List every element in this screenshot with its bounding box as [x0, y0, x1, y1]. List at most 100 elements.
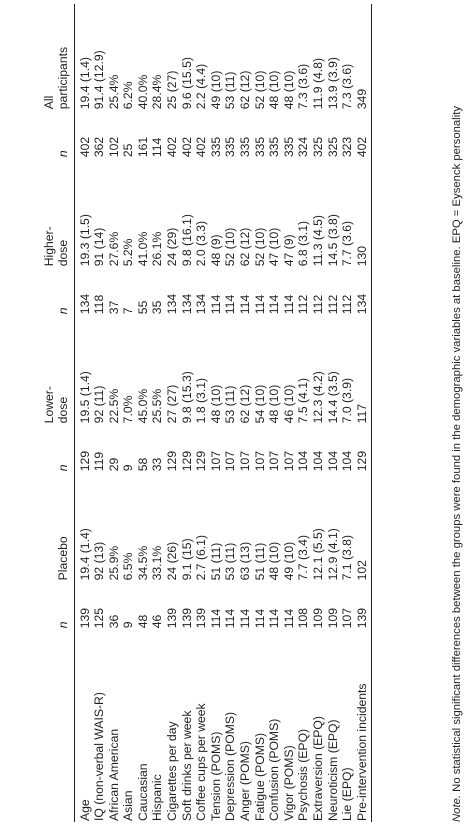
cell-n4: 324 — [296, 136, 311, 158]
cell-higher: 52 (10) — [252, 227, 267, 267]
cell-all: 28.4% — [150, 74, 165, 110]
cell-all: 52 (10) — [252, 70, 267, 110]
note-text: No statistical significant differences b… — [451, 106, 463, 795]
cell-n2: 104 — [325, 450, 340, 472]
cell-higher: 11.3 (4.5) — [311, 215, 325, 267]
cell-lower: 48 (10) — [267, 384, 282, 424]
cell-n3: 37 — [106, 300, 121, 315]
cell-n4: 335 — [252, 136, 267, 158]
cell-n3: 134 — [194, 293, 209, 315]
cell-n4: 402 — [77, 136, 92, 158]
cell-n3: 114 — [223, 294, 238, 315]
cell-n3: 55 — [135, 300, 150, 315]
cell-all: 11.9 (4.8) — [311, 57, 325, 110]
cell-n3: 7 — [121, 307, 136, 315]
cell-n2: 119 — [92, 451, 107, 472]
cell-all: 53 (11) — [223, 71, 238, 110]
table-row: Extraversion (EPQ) 109 12.1 (5.5) 104 12.3 (… — [311, 4, 326, 822]
row-label: Age — [77, 799, 92, 821]
cell-higher: 9.8 (16.1) — [179, 214, 194, 267]
cell-n4: 114 — [150, 137, 165, 158]
table-row: Neuroticism (EPQ) 109 12.9 (4.1) 104 14.4 (3… — [326, 4, 341, 822]
cell-higher: 91 (14) — [92, 227, 107, 267]
cell-placebo: 24 (26) — [165, 541, 180, 581]
row-label: Hispanic — [150, 774, 165, 821]
cell-lower: 14.4 (3.5) — [325, 371, 340, 424]
header-n-higher-dose: n — [2, 270, 74, 319]
cell-all: 7.3 (3.6) — [296, 63, 311, 110]
cell-placebo: 2.7 (6.1) — [194, 534, 209, 581]
cell-n1: 109 — [325, 607, 340, 629]
cell-lower: 1.8 (3.1) — [194, 377, 209, 424]
header-n-all: n — [2, 113, 74, 162]
cell-n4: 161 — [135, 136, 150, 158]
cell-n1: 114 — [223, 608, 238, 629]
cell-n4: 325 — [325, 136, 340, 158]
cell-lower: 54 (10) — [252, 384, 267, 424]
cell-n2: 107 — [252, 450, 267, 472]
cell-all: 25 (27) — [165, 70, 180, 110]
cell-n2: 104 — [296, 450, 311, 472]
cell-n2: 129 — [354, 427, 372, 476]
cell-n3: 114 — [252, 294, 267, 315]
cell-placebo: 34.5% — [135, 545, 150, 581]
cell-n1: 114 — [267, 608, 282, 629]
cell-n4: 335 — [281, 136, 296, 158]
note-lead: Note. — [451, 794, 463, 822]
cell-n2: 129 — [165, 450, 180, 472]
cell-placebo: 48 (10) — [267, 541, 282, 581]
cell-placebo: 7.7 (3.4) — [296, 534, 311, 581]
cell-n4: 335 — [238, 136, 253, 158]
cell-n2: 58 — [135, 457, 150, 472]
cell-n1: 114 — [208, 608, 223, 629]
cell-lower: 7.5 (4.1) — [296, 377, 311, 424]
cell-higher: 5.2% — [121, 238, 136, 267]
table-row: Vigor (POMS) 114 49 (10) 107 46 (10) 114 47 (9… — [282, 4, 297, 822]
cell-placebo: 12.9 (4.1) — [325, 528, 340, 581]
cell-higher: 52 (10) — [223, 227, 238, 267]
cell-n1: 9 — [121, 621, 136, 629]
cell-n3: 112 — [296, 294, 311, 315]
table-row: Asian 9 6.5% 9 7.0% 7 5.2% 25 6.2% — [121, 4, 136, 822]
cell-all: 13.9 (3.9) — [325, 57, 340, 110]
cell-placebo: 51 (11) — [208, 542, 223, 581]
table-row: IQ (non-verbal WAIS-R) 125 92 (13) 119 92 (1… — [92, 4, 107, 822]
cell-lower: 46 (10) — [281, 384, 296, 424]
cell-lower: 19.5 (1.4) — [77, 371, 92, 424]
header-lower-dose: Lower-dose — [2, 318, 74, 428]
cell-n2: 107 — [238, 450, 253, 472]
table-row: Caucasian 48 34.5% 58 45.0% 55 41.0% 161 40.0% — [136, 4, 151, 822]
cell-n4: 335 — [223, 136, 238, 158]
cell-n1: 114 — [252, 608, 267, 629]
cell-lower: 7.0% — [121, 395, 136, 424]
row-label: Caucasian — [135, 763, 150, 821]
cell-n2: 107 — [267, 450, 282, 472]
row-label: Coffee cups per week — [194, 703, 209, 821]
cell-lower: 22.5% — [106, 388, 121, 424]
cell-n1: 139 — [194, 607, 209, 629]
table-row: Lie (EPQ) 107 7.1 (3.8) 104 7.0 (3.9) 112 7.7 … — [340, 4, 355, 822]
header-placebo: Placebo — [2, 475, 74, 585]
cell-higher: 6.8 (3.1) — [296, 220, 311, 267]
row-label: Tension (POMS) — [208, 731, 223, 821]
cell-n1: 139 — [179, 607, 194, 629]
cell-placebo: 49 (10) — [281, 541, 296, 581]
row-label: Anger (POMS) — [238, 741, 253, 821]
cell-lower: 12.3 (4.2) — [311, 371, 325, 424]
cell-higher: 14.5 (3.8) — [325, 214, 340, 267]
table-row: Hispanic 46 33.1% 33 25.5% 35 26.1% 114 28.4% — [150, 4, 165, 822]
cell-all: 349 — [354, 4, 372, 114]
header-higher-dose: Higher-dose — [2, 161, 74, 271]
cell-n4: 25 — [121, 143, 136, 158]
cell-n2: 107 — [281, 450, 296, 472]
cell-n1: 139 — [354, 584, 372, 633]
header-n-placebo: n — [2, 584, 74, 633]
cell-n3: 134 — [354, 270, 372, 319]
cell-placebo: 19.4 (1.4) — [77, 528, 92, 581]
cell-n1: 109 — [311, 607, 325, 629]
cell-n4: 402 — [165, 136, 180, 158]
cell-higher: 47 (10) — [267, 227, 282, 267]
header-variable — [2, 632, 74, 822]
cell-lower: 25.5% — [150, 388, 165, 424]
